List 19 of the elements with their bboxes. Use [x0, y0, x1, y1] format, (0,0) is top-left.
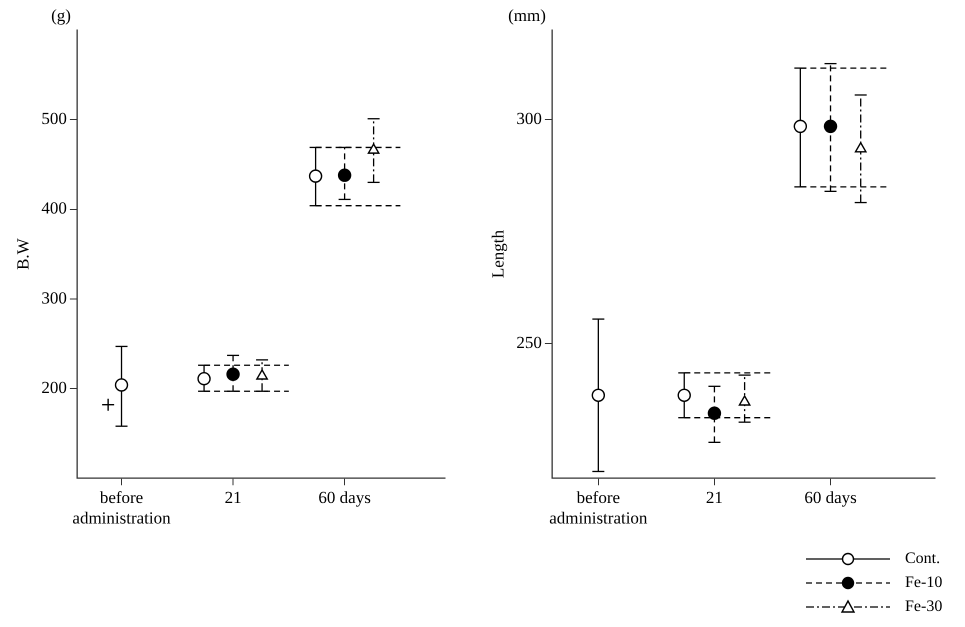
text: (g) — [51, 6, 71, 25]
text: (mm) — [508, 6, 546, 25]
y-tick-label: 250 — [516, 333, 542, 352]
text: Cont. — [905, 550, 942, 568]
y-axis-title: B.W — [14, 237, 33, 270]
y-tick-label: 400 — [41, 198, 67, 218]
y-tick-label: 300 — [41, 288, 67, 308]
x-tick-label: before administration — [72, 488, 172, 528]
x-tick-label: 60 days — [318, 488, 371, 507]
text: Fe-10 — [905, 574, 944, 592]
x-tick-label: before administration — [549, 488, 648, 528]
y-axis-title: Length — [488, 230, 508, 278]
y-tick-label: 300 — [516, 109, 542, 128]
x-tick-label: 21 — [706, 488, 723, 507]
x-tick-label: 21 — [224, 488, 242, 507]
text: Fe-30 — [905, 598, 944, 616]
y-tick-label: 500 — [41, 109, 67, 128]
x-tick-label: 60 days — [804, 488, 857, 507]
y-tick-label: 200 — [41, 378, 67, 398]
